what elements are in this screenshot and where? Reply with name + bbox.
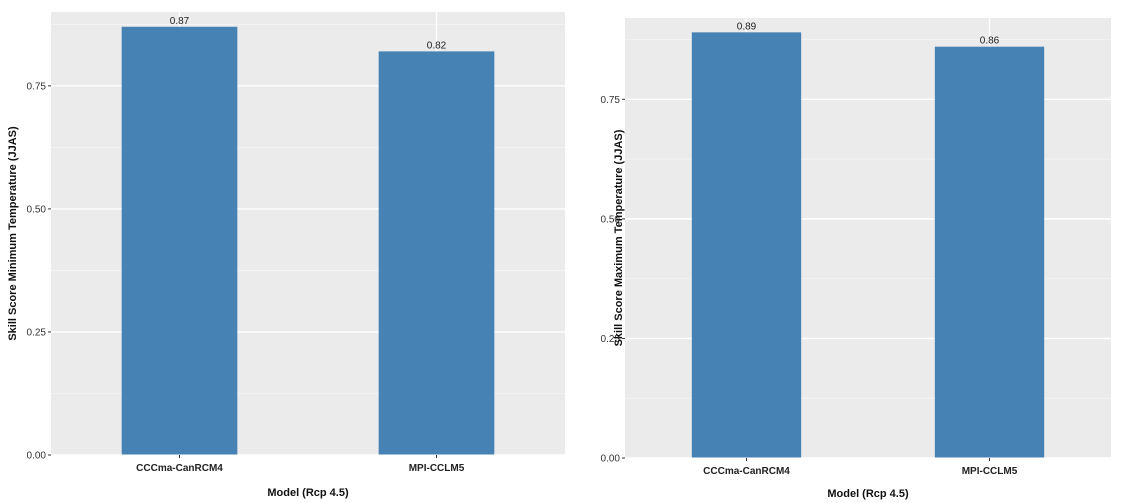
y-tick-label: 0.75 <box>27 81 47 92</box>
chart-max-temperature: 0.00 0.25 0.50 0.75 0.89 CCCma-CanRCM4 0.86 MPI… <box>601 18 1111 500</box>
x-category-label: MPI-CCLM5 <box>962 466 1018 477</box>
y-tick-label: 0.00 <box>27 451 47 462</box>
y-tick-label: 0.25 <box>601 334 621 345</box>
chart-min-temperature: 0.00 0.25 0.50 0.75 0.87 CCCma-CanRCM4 0.82 MPI… <box>7 12 565 499</box>
y-tick-label: 0.00 <box>601 454 621 465</box>
bar-value-label: 0.82 <box>427 40 447 51</box>
bar-value-label: 0.89 <box>737 21 757 32</box>
bar <box>934 46 1045 458</box>
bar-value-label: 0.87 <box>170 16 190 27</box>
bar <box>378 51 495 455</box>
x-category-label: MPI-CCLM5 <box>409 463 465 474</box>
bar <box>121 26 238 455</box>
bar <box>691 32 802 458</box>
x-axis-title: Model (Rcp 4.5) <box>267 487 349 499</box>
y-axis-title: Skill Score Maximum Temperature (JJAS) <box>613 129 625 346</box>
y-tick-label: 0.75 <box>601 95 621 106</box>
y-axis-title: Skill Score Minimum Temperature (JJAS) <box>7 126 19 341</box>
x-axis-title: Model (Rcp 4.5) <box>827 488 909 500</box>
y-tick-label: 0.50 <box>27 204 47 215</box>
x-category-label: CCCma-CanRCM4 <box>703 466 790 477</box>
y-tick-label: 0.25 <box>27 327 47 338</box>
bar-value-label: 0.86 <box>980 36 1000 47</box>
y-tick-label: 0.50 <box>601 214 621 225</box>
x-category-label: CCCma-CanRCM4 <box>136 463 223 474</box>
